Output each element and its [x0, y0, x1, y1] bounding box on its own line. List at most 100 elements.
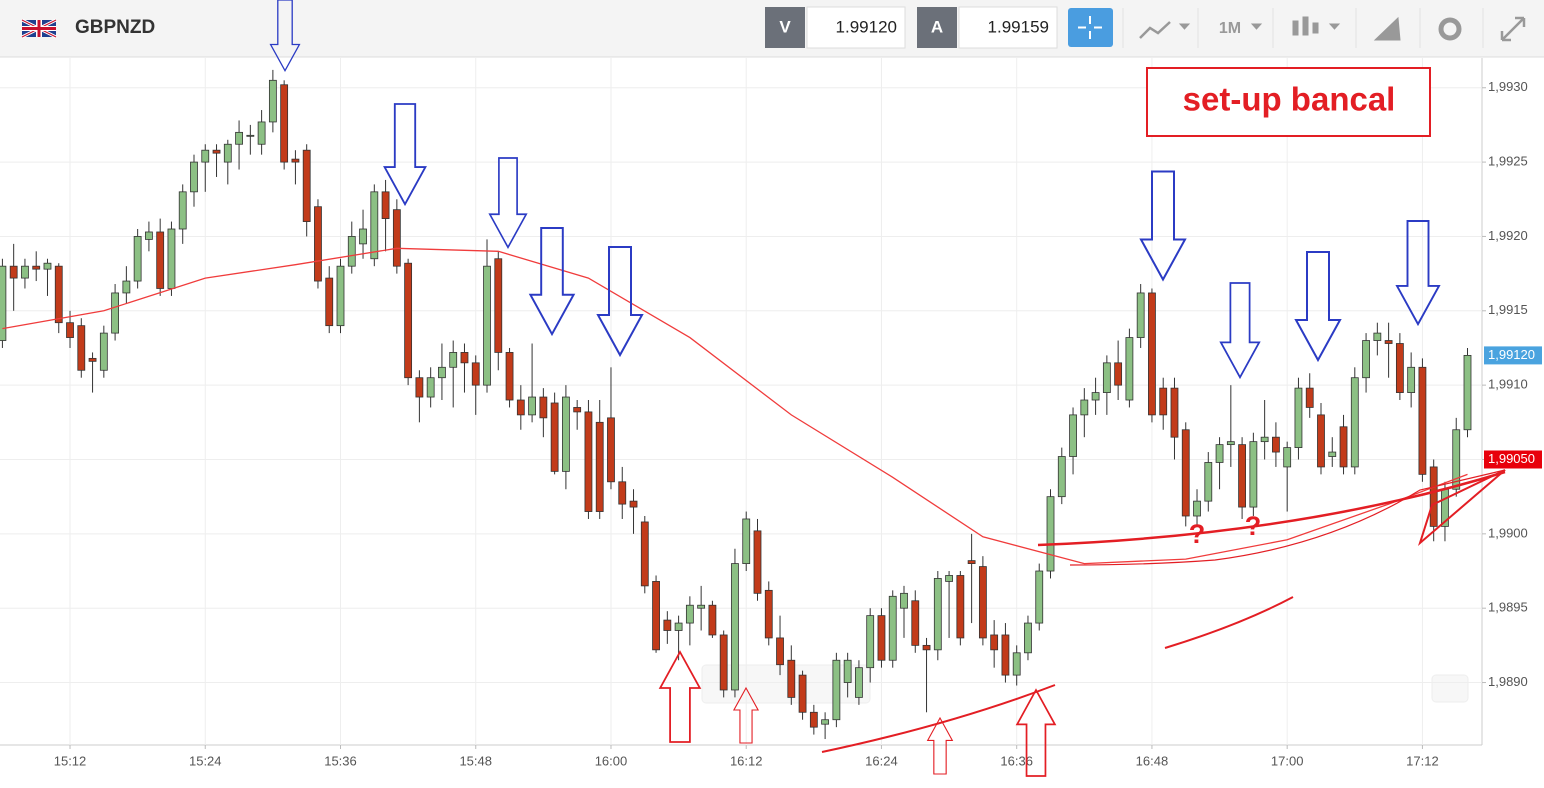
candle-body: [21, 265, 29, 279]
ask-box: [958, 6, 1058, 49]
symbol: GBPNZD: [75, 17, 155, 38]
x-tick-label: 17:12: [1406, 753, 1439, 768]
candle-body: [167, 228, 176, 289]
bid-badge[interactable]: [765, 7, 805, 48]
price-label: 1,99050: [1488, 451, 1535, 466]
candle-body: [1148, 292, 1156, 416]
candle-body: [584, 411, 593, 512]
candle-body: [1238, 444, 1246, 508]
candle-body: [449, 352, 458, 368]
candle-body: [877, 615, 886, 661]
candle-body: [54, 265, 63, 324]
annotations: set-up bancal ? ?: [269, 0, 1506, 777]
candle-body: [1159, 387, 1168, 416]
y-tick-label: 1,9895: [1488, 600, 1528, 615]
candle-body: [516, 399, 525, 416]
candle-body: [1102, 362, 1111, 393]
candle-body: [663, 619, 672, 631]
candle-body: [404, 262, 413, 379]
x-tick-label: 15:36: [324, 753, 357, 768]
candle-body: [32, 265, 41, 270]
candle-body: [1215, 444, 1224, 463]
candle-body: [1012, 652, 1021, 676]
scroll-button[interactable]: [1431, 674, 1469, 703]
candle-body: [742, 518, 751, 564]
candle-body: [776, 637, 784, 666]
bid-box: [806, 6, 906, 49]
candle-body: [933, 578, 942, 651]
candle-body: [133, 236, 142, 282]
candle-body: [1272, 436, 1280, 453]
candle-body: [483, 265, 491, 386]
candle-body: [111, 292, 119, 334]
candle-body: [719, 634, 728, 691]
candle-body: [438, 366, 446, 379]
candle-body: [1193, 500, 1201, 517]
candle-body: [1080, 399, 1089, 416]
crosshair-button[interactable]: [1068, 8, 1113, 47]
candle-body: [1384, 340, 1393, 344]
candle-body: [1429, 466, 1438, 527]
price-label-box: [1484, 450, 1542, 469]
down-arrow: [383, 103, 427, 206]
candle-body: [640, 521, 649, 587]
candle-body: [0, 265, 7, 341]
candle-body: [708, 604, 717, 636]
bid-label: V: [779, 17, 791, 36]
candle-body: [325, 277, 334, 327]
candle-body: [370, 191, 379, 260]
candle-body: [415, 377, 424, 398]
candle-body: [145, 231, 153, 240]
flag: [21, 18, 57, 39]
candle-body: [809, 711, 818, 728]
toolbar-icons[interactable]: [1139, 16, 1526, 42]
y-tick-label: 1,9910: [1488, 377, 1528, 392]
candle-body: [764, 589, 773, 639]
candle-body: [1362, 340, 1370, 379]
toolbar-separators: [1122, 8, 1484, 48]
candle-body: [1204, 462, 1213, 502]
candle-body: [1035, 570, 1044, 624]
x-tick-label: 16:48: [1136, 753, 1169, 768]
ask-label: A: [931, 17, 943, 36]
candle-body: [562, 396, 570, 472]
candle-body: [9, 265, 18, 279]
candle-body: [798, 674, 807, 713]
candle-body: [426, 377, 435, 398]
x-tick-label: 16:24: [865, 753, 898, 768]
setup-box: [1146, 67, 1431, 137]
candle-body: [178, 191, 187, 230]
candle-body: [1452, 429, 1461, 490]
trend-line: [821, 684, 1056, 753]
question-mark: ?: [1189, 519, 1206, 549]
candle-body: [212, 149, 221, 154]
candle-body: [1463, 355, 1472, 431]
candle-body: [1069, 414, 1077, 457]
candle-body: [866, 615, 875, 669]
candle-body: [1294, 387, 1303, 448]
x-tick-label: 15:12: [54, 753, 87, 768]
down-arrow: [1294, 250, 1342, 362]
y-tick-label: 1,9915: [1488, 302, 1528, 317]
candle-body: [1249, 441, 1258, 508]
y-tick-label: 1,9890: [1488, 674, 1528, 689]
candle-body: [257, 121, 266, 145]
candle-body: [1395, 343, 1404, 393]
bid-price: 1.99120: [836, 17, 897, 36]
candle-body: [268, 79, 277, 123]
candle-body: [1125, 337, 1134, 401]
candle-body: [1136, 292, 1145, 338]
candle-body: [1114, 362, 1123, 386]
candle-body: [347, 236, 356, 267]
price-label: 1,99120: [1488, 347, 1535, 362]
timeframe[interactable]: 1M: [1219, 20, 1241, 37]
candle-body: [685, 604, 694, 624]
candle-body: [1260, 436, 1269, 443]
arrow-head: [1417, 469, 1506, 547]
ask-badge[interactable]: [917, 7, 957, 48]
candle-body: [1328, 451, 1337, 457]
price-label-box: [1484, 346, 1542, 365]
candle-body: [573, 407, 582, 413]
candle-body: [855, 667, 863, 698]
